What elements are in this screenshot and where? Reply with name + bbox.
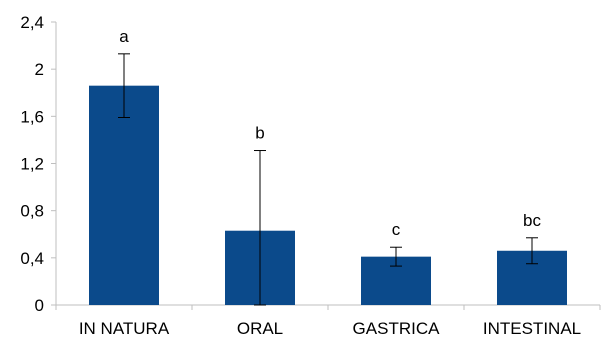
y-tick-label: 0	[35, 296, 44, 315]
significance-letters-group: abc bc	[119, 27, 541, 239]
x-category-label: IN NATURA	[79, 319, 170, 337]
y-tick-label: 0,8	[20, 202, 44, 221]
significance-letter: b	[255, 124, 264, 143]
significance-letter: bc	[523, 211, 541, 230]
error-bars-group	[118, 53, 538, 306]
y-tick-label: 1,6	[20, 107, 44, 126]
bar-in-natura	[89, 85, 159, 305]
y-axis-ticks: 0 0,4 0,8 1,2 1,6 2 2,4	[20, 13, 56, 315]
bars-group	[89, 85, 567, 305]
y-tick-label: 0,4	[20, 249, 44, 268]
y-tick-label: 1,2	[20, 155, 44, 174]
x-category-label: GASTRICA	[353, 319, 441, 337]
y-tick-label: 2	[35, 60, 44, 79]
x-category-label: ORAL	[237, 319, 283, 337]
significance-letter: c	[392, 220, 401, 239]
y-tick-label: 2,4	[20, 13, 44, 32]
significance-letter: a	[119, 27, 129, 46]
x-category-label: INTESTINAL	[483, 319, 581, 337]
x-axis-labels: IN NATURA ORAL GASTRICA INTESTINAL	[55, 305, 601, 337]
